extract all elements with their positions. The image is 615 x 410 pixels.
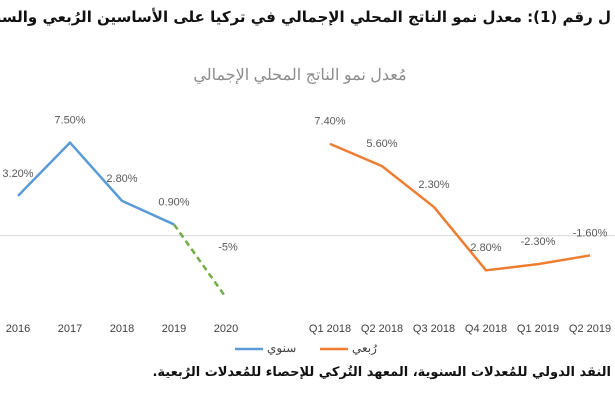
data-label: 7.50% [54, 115, 85, 127]
data-label: 0.90% [158, 196, 189, 208]
x-tick-label: 2018 [110, 323, 134, 335]
data-label: -1.60% [573, 227, 608, 239]
data-label: 2.80% [106, 173, 137, 185]
x-tick-label: 2020 [214, 323, 238, 335]
x-tick-label: Q4 2018 [465, 323, 507, 335]
chart-title: مُعدل نمو الناتج المحلي الإجمالي [193, 67, 406, 84]
data-label: -5% [218, 242, 238, 254]
x-tick-label: Q1 2019 [517, 323, 559, 335]
series-line [172, 223, 228, 299]
legend-label: سنوي [267, 341, 296, 355]
legend-label: رُبعي [352, 341, 377, 355]
data-label: 2.30% [418, 179, 449, 191]
x-tick-label: Q1 2018 [309, 323, 351, 335]
x-tick-label: Q2 2018 [361, 323, 403, 335]
header: ل رقم (1): معدل نمو الناتج المحلي الإجما… [0, 8, 611, 26]
series-line [329, 142, 591, 272]
x-tick-label: Q2 2019 [569, 323, 611, 335]
x-tick-label: 2016 [6, 323, 30, 335]
footer: النقد الدولي للمُعدلات السنوية، المعهد ا… [152, 365, 611, 380]
data-label: 2.80% [470, 242, 501, 254]
x-tick-label: Q3 2018 [413, 323, 455, 335]
data-label: -2.30% [521, 236, 556, 248]
x-tick-label: 2019 [162, 323, 186, 335]
data-label: 7.40% [314, 116, 345, 128]
x-tick-label: 2017 [58, 323, 82, 335]
data-label: 3.20% [2, 168, 33, 180]
series-line [17, 141, 175, 226]
data-label: 5.60% [366, 138, 397, 150]
